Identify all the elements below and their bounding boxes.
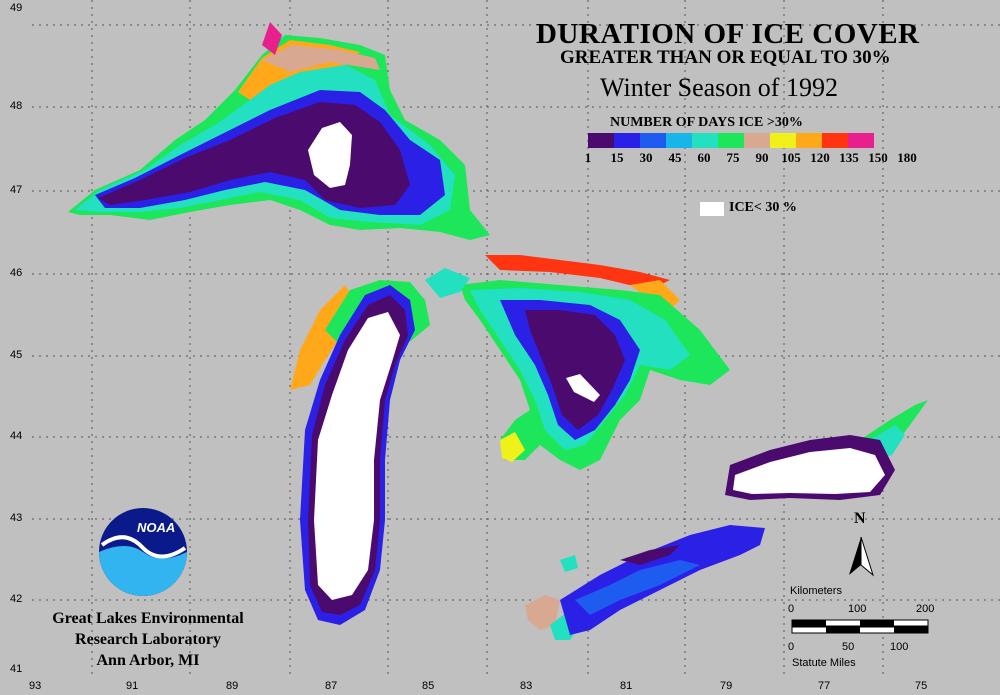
longitude-label: 77 [818, 680, 831, 692]
km-tick-0: 0 [788, 603, 795, 615]
latitude-label: 44 [10, 430, 23, 442]
title-line3: Winter Season of 1992 [600, 73, 838, 102]
latitude-label: 42 [10, 593, 23, 605]
lake-st-clair [560, 555, 578, 572]
longitude-label: 89 [226, 680, 239, 692]
legend-swatch [770, 133, 796, 148]
north-arrow [849, 536, 874, 577]
longitude-label: 85 [422, 680, 435, 692]
longitude-label: 91 [126, 680, 139, 692]
mi-tick-0: 0 [788, 641, 795, 653]
org-line3: Ann Arbor, MI [96, 652, 200, 669]
latitude-label: 47 [10, 184, 23, 196]
legend-tick: 15 [610, 150, 624, 165]
legend-swatch [640, 133, 666, 148]
latitude-label: 45 [10, 349, 23, 361]
legend-tick: 150 [868, 150, 888, 165]
lake-ontario [725, 400, 928, 500]
legend-tick: 105 [781, 150, 801, 165]
legend-tick: 120 [810, 150, 830, 165]
lake-erie [525, 525, 765, 640]
longitude-label: 81 [620, 680, 633, 692]
north-channel [425, 268, 470, 298]
mi-tick-2: 100 [890, 641, 909, 653]
legend-tick: 90 [755, 150, 769, 165]
mi-tick-1: 50 [842, 641, 855, 653]
latitude-label: 46 [10, 267, 23, 279]
latitude-label: 48 [10, 100, 23, 112]
ice-legend-label: ICE< 30 % [729, 200, 797, 215]
latitude-label: 41 [10, 663, 23, 675]
longitude-label: 93 [29, 680, 42, 692]
legend-swatch [796, 133, 822, 148]
title-line2: GREATER THAN OR EQUAL TO 30% [560, 47, 891, 68]
legend-title: NUMBER OF DAYS ICE >30% [610, 115, 803, 130]
km-tick-1: 100 [848, 603, 867, 615]
longitude-label: 79 [720, 680, 733, 692]
scale-bar: Kilometers 0 100 200 0 50 100 Statute Mi… [780, 585, 950, 675]
ice-legend-swatch [700, 202, 724, 216]
latitude-label: 49 [10, 2, 23, 14]
scale-bars [791, 619, 929, 634]
title-line1: DURATION OF ICE COVER [536, 18, 920, 50]
org-line1: Great Lakes Environmental [52, 610, 244, 627]
legend-tick: 75 [726, 150, 740, 165]
legend-swatch [692, 133, 718, 148]
noaa-logo-text: NOAA [137, 520, 176, 535]
legend-swatch [848, 133, 874, 148]
legend-swatch [718, 133, 744, 148]
legend-swatch [822, 133, 848, 148]
longitude-label: 87 [325, 680, 338, 692]
organization-credit: Great Lakes Environmental Research Labor… [28, 608, 268, 671]
legend-color-bar [588, 133, 874, 148]
north-label: N [854, 510, 866, 527]
legend-swatch [666, 133, 692, 148]
legend-swatch [744, 133, 770, 148]
legend-tick: 30 [639, 150, 653, 165]
mi-label: Statute Miles [792, 657, 856, 669]
legend-tick: 45 [668, 150, 682, 165]
legend-tick: 60 [697, 150, 711, 165]
legend-tick: 1 [584, 150, 592, 165]
km-tick-2: 200 [916, 603, 935, 615]
lake-superior [68, 22, 490, 240]
noaa-logo [99, 508, 187, 596]
legend-ticks: 1 15 30 45 60 75 90 105 120 135 150 180 [578, 150, 938, 168]
legend-tick: 180 [897, 150, 917, 165]
longitude-label: 75 [915, 680, 928, 692]
legend-swatch [614, 133, 640, 148]
legend-tick: 135 [839, 150, 859, 165]
lake-michigan [290, 280, 430, 625]
org-line2: Research Laboratory [75, 631, 221, 648]
latitude-label: 43 [10, 512, 23, 524]
km-label: Kilometers [790, 585, 842, 597]
legend-swatch [588, 133, 614, 148]
lake-huron [460, 255, 730, 470]
longitude-label: 83 [520, 680, 533, 692]
